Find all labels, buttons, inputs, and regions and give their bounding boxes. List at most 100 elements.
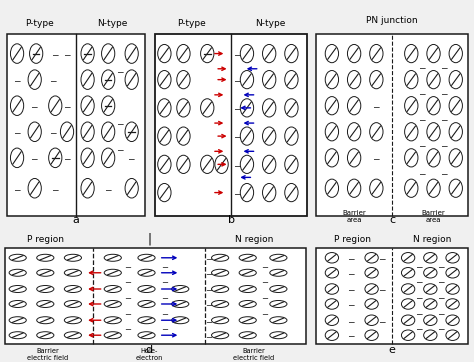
Circle shape <box>263 155 276 173</box>
Circle shape <box>239 317 256 324</box>
Text: $-$: $-$ <box>205 285 213 294</box>
Circle shape <box>427 149 440 167</box>
Text: $-$: $-$ <box>372 153 381 162</box>
Text: $-$: $-$ <box>346 253 355 262</box>
Circle shape <box>138 332 155 339</box>
Circle shape <box>239 254 256 261</box>
Text: $-$: $-$ <box>415 276 424 285</box>
Text: $-$: $-$ <box>346 268 355 277</box>
Text: $-$: $-$ <box>346 299 355 308</box>
Circle shape <box>270 286 287 292</box>
Text: $-$: $-$ <box>418 140 427 149</box>
Circle shape <box>449 179 463 197</box>
Text: $-$: $-$ <box>418 88 427 97</box>
Text: $-$: $-$ <box>418 169 427 177</box>
Text: PN junction: PN junction <box>366 17 418 25</box>
Circle shape <box>9 254 26 261</box>
Circle shape <box>427 71 440 89</box>
Text: $-$: $-$ <box>415 292 424 301</box>
Text: $-$: $-$ <box>205 331 213 340</box>
Text: $-$: $-$ <box>124 323 132 332</box>
Text: $-$: $-$ <box>261 261 269 270</box>
Circle shape <box>239 332 256 339</box>
Text: $-$: $-$ <box>418 62 427 71</box>
Circle shape <box>370 45 383 63</box>
Circle shape <box>285 71 298 89</box>
Circle shape <box>10 44 24 63</box>
Circle shape <box>138 317 155 324</box>
Circle shape <box>138 286 155 292</box>
Text: $-$: $-$ <box>51 184 60 193</box>
Circle shape <box>158 184 171 202</box>
Circle shape <box>325 45 338 63</box>
Circle shape <box>285 45 298 63</box>
Text: $-$: $-$ <box>104 184 112 193</box>
Circle shape <box>240 127 254 145</box>
Circle shape <box>449 123 463 141</box>
Circle shape <box>211 269 228 276</box>
Text: $-$: $-$ <box>124 276 132 285</box>
Circle shape <box>405 97 418 115</box>
Text: N-type: N-type <box>97 19 128 28</box>
Circle shape <box>125 178 138 198</box>
Circle shape <box>325 97 338 115</box>
Circle shape <box>36 254 54 261</box>
Circle shape <box>9 317 26 324</box>
Circle shape <box>172 317 189 324</box>
Circle shape <box>401 330 415 340</box>
Circle shape <box>211 332 228 339</box>
Circle shape <box>240 71 254 89</box>
Circle shape <box>201 45 214 63</box>
Circle shape <box>240 99 254 117</box>
Text: $-$: $-$ <box>49 75 58 84</box>
Text: N region: N region <box>235 235 273 244</box>
Circle shape <box>424 299 437 309</box>
Circle shape <box>405 123 418 141</box>
Circle shape <box>263 184 276 202</box>
Text: P region: P region <box>334 235 371 244</box>
Text: e: e <box>389 345 396 355</box>
Text: $-$: $-$ <box>346 285 355 294</box>
Circle shape <box>347 71 361 89</box>
Text: Barrier
area: Barrier area <box>342 210 366 223</box>
Circle shape <box>370 71 383 89</box>
Circle shape <box>405 71 418 89</box>
Text: d: d <box>146 345 153 355</box>
Circle shape <box>64 332 82 339</box>
Circle shape <box>365 253 378 263</box>
Circle shape <box>325 315 338 325</box>
Text: $-$: $-$ <box>346 331 355 340</box>
Circle shape <box>427 123 440 141</box>
Circle shape <box>285 127 298 145</box>
Circle shape <box>446 284 459 294</box>
Circle shape <box>365 330 378 340</box>
Circle shape <box>325 299 338 309</box>
Circle shape <box>201 155 214 173</box>
Circle shape <box>365 299 378 309</box>
Circle shape <box>81 148 94 168</box>
Text: $-$: $-$ <box>161 292 169 301</box>
Bar <box>5 248 306 344</box>
Circle shape <box>177 45 190 63</box>
Circle shape <box>158 155 171 173</box>
Circle shape <box>347 179 361 197</box>
Circle shape <box>49 148 62 168</box>
Circle shape <box>36 269 54 276</box>
Circle shape <box>347 123 361 141</box>
Text: b: b <box>228 215 235 225</box>
Circle shape <box>9 269 26 276</box>
Circle shape <box>9 300 26 307</box>
Circle shape <box>446 253 459 263</box>
Text: Hole-
electron: Hole- electron <box>135 348 163 361</box>
Text: $-$: $-$ <box>116 119 124 127</box>
Text: $-$: $-$ <box>30 153 39 162</box>
Circle shape <box>405 45 418 63</box>
Circle shape <box>138 269 155 276</box>
Circle shape <box>401 253 415 263</box>
Circle shape <box>325 149 338 167</box>
Circle shape <box>81 122 94 142</box>
Text: c: c <box>389 215 395 225</box>
Circle shape <box>9 332 26 339</box>
Text: N region: N region <box>413 235 451 244</box>
Text: $-$: $-$ <box>124 261 132 270</box>
